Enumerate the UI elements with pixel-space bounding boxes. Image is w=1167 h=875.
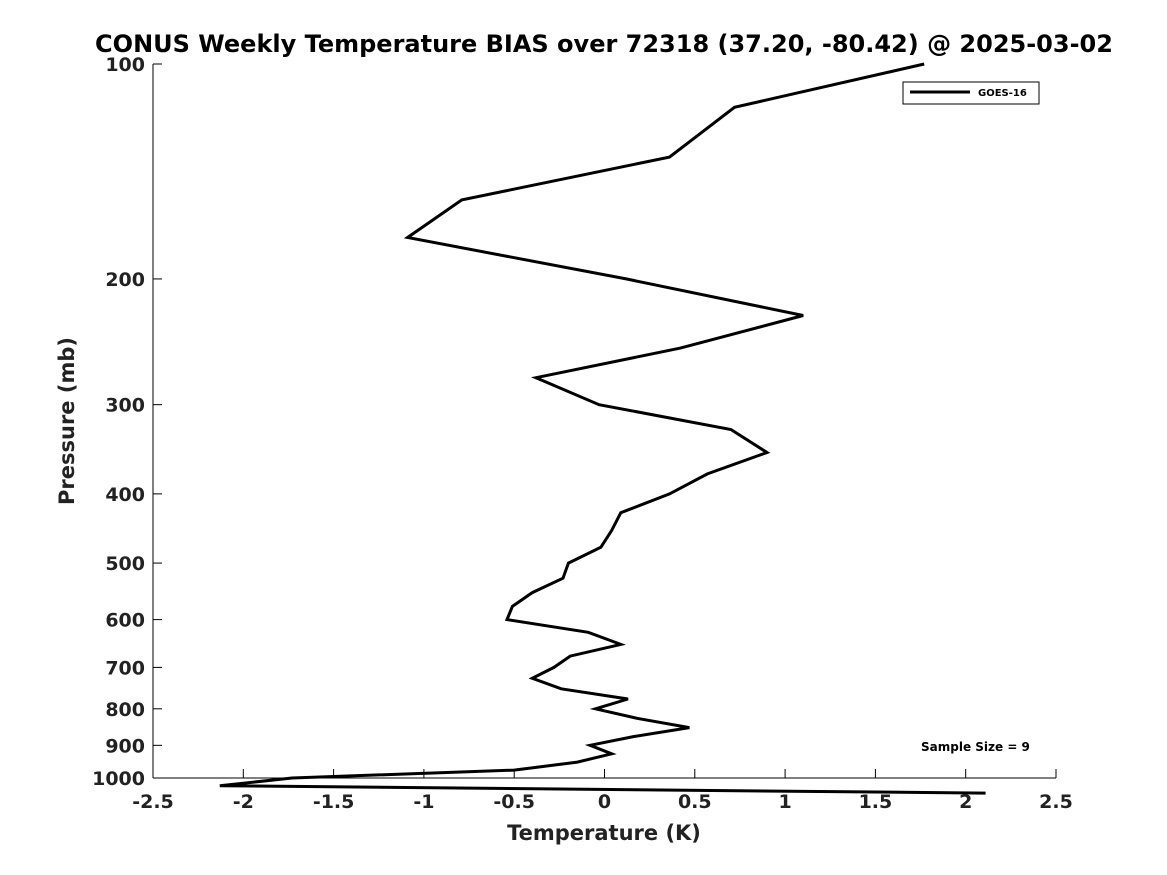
series-line-goes-16 bbox=[219, 62, 986, 795]
x-tick-label: 0 bbox=[598, 791, 611, 813]
legend-entry: GOES-16 bbox=[978, 88, 1027, 99]
y-tick-label: 400 bbox=[105, 484, 145, 506]
x-tick-label: -0.5 bbox=[493, 791, 535, 813]
y-tick-label: 800 bbox=[105, 699, 145, 721]
x-axis-ticks: -2.5 -2 -1.5 -1 -0.5 0 0.5 1 1.5 2 2.5 bbox=[132, 769, 1073, 813]
x-tick-label: 1 bbox=[778, 791, 791, 813]
chart-title: CONUS Weekly Temperature BIAS over 72318… bbox=[95, 30, 1113, 58]
x-tick-label: 0.5 bbox=[678, 791, 712, 813]
y-axis-label: Pressure (mb) bbox=[55, 337, 79, 505]
x-tick-label: 1.5 bbox=[859, 791, 893, 813]
x-tick-label: 2.5 bbox=[1039, 791, 1073, 813]
y-axis-ticks: 100 200 300 400 500 600 700 800 900 1000 bbox=[92, 54, 162, 790]
y-tick-label: 300 bbox=[105, 395, 145, 417]
y-tick-label: 700 bbox=[105, 657, 145, 679]
series-layer bbox=[219, 62, 986, 795]
x-tick-label: -2.5 bbox=[132, 791, 174, 813]
x-tick-label: -2 bbox=[233, 791, 254, 813]
y-tick-label: 200 bbox=[105, 269, 145, 291]
legend-box bbox=[902, 81, 1040, 105]
legend: GOES-16 bbox=[902, 81, 1040, 105]
sample-size-annotation: Sample Size = 9 bbox=[921, 740, 1030, 754]
x-tick-label: 2 bbox=[959, 791, 972, 813]
x-tick-label: -1.5 bbox=[313, 791, 355, 813]
x-tick-label: -1 bbox=[413, 791, 434, 813]
y-tick-label: 1000 bbox=[92, 768, 145, 790]
y-tick-label: 600 bbox=[105, 610, 145, 632]
y-tick-label: 900 bbox=[105, 735, 145, 757]
x-axis-label: Temperature (K) bbox=[507, 821, 701, 845]
y-tick-label: 500 bbox=[105, 553, 145, 575]
y-tick-label: 100 bbox=[105, 54, 145, 76]
